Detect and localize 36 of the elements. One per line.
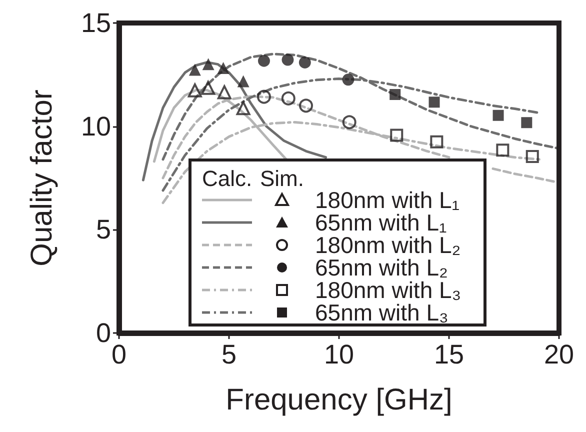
point	[428, 96, 440, 108]
y-tick-label: 5	[96, 214, 111, 245]
point	[492, 110, 504, 121]
x-tick-label: 5	[221, 340, 237, 370]
point	[298, 56, 311, 68]
point	[236, 101, 250, 116]
point	[526, 150, 539, 164]
y-tick-label: 0	[96, 318, 111, 348]
point	[281, 91, 296, 106]
x-tick-label: 10	[324, 340, 354, 370]
y-axis-title: Quality factor	[26, 90, 58, 266]
x-axis-title: Frequency [GHz]	[226, 384, 452, 416]
point	[237, 75, 250, 88]
point	[217, 85, 232, 100]
point	[256, 90, 271, 104]
point	[521, 117, 532, 128]
point	[188, 64, 201, 76]
annotation: Calc.	[202, 166, 252, 191]
point	[390, 128, 404, 142]
x-tick-label: 15	[434, 340, 464, 370]
point	[390, 89, 401, 100]
point	[188, 83, 202, 98]
point	[258, 54, 270, 67]
point	[202, 58, 214, 70]
point	[496, 144, 510, 157]
y-tick-label: 15	[80, 8, 111, 38]
x-tick-label: 20	[544, 340, 574, 370]
point	[342, 74, 354, 86]
point	[217, 62, 230, 74]
point	[201, 80, 216, 95]
point	[299, 98, 313, 113]
annotation: Sim.	[260, 166, 304, 191]
point	[342, 115, 356, 130]
point	[282, 54, 294, 66]
y-tick-label: 10	[80, 111, 111, 142]
point	[430, 135, 444, 148]
